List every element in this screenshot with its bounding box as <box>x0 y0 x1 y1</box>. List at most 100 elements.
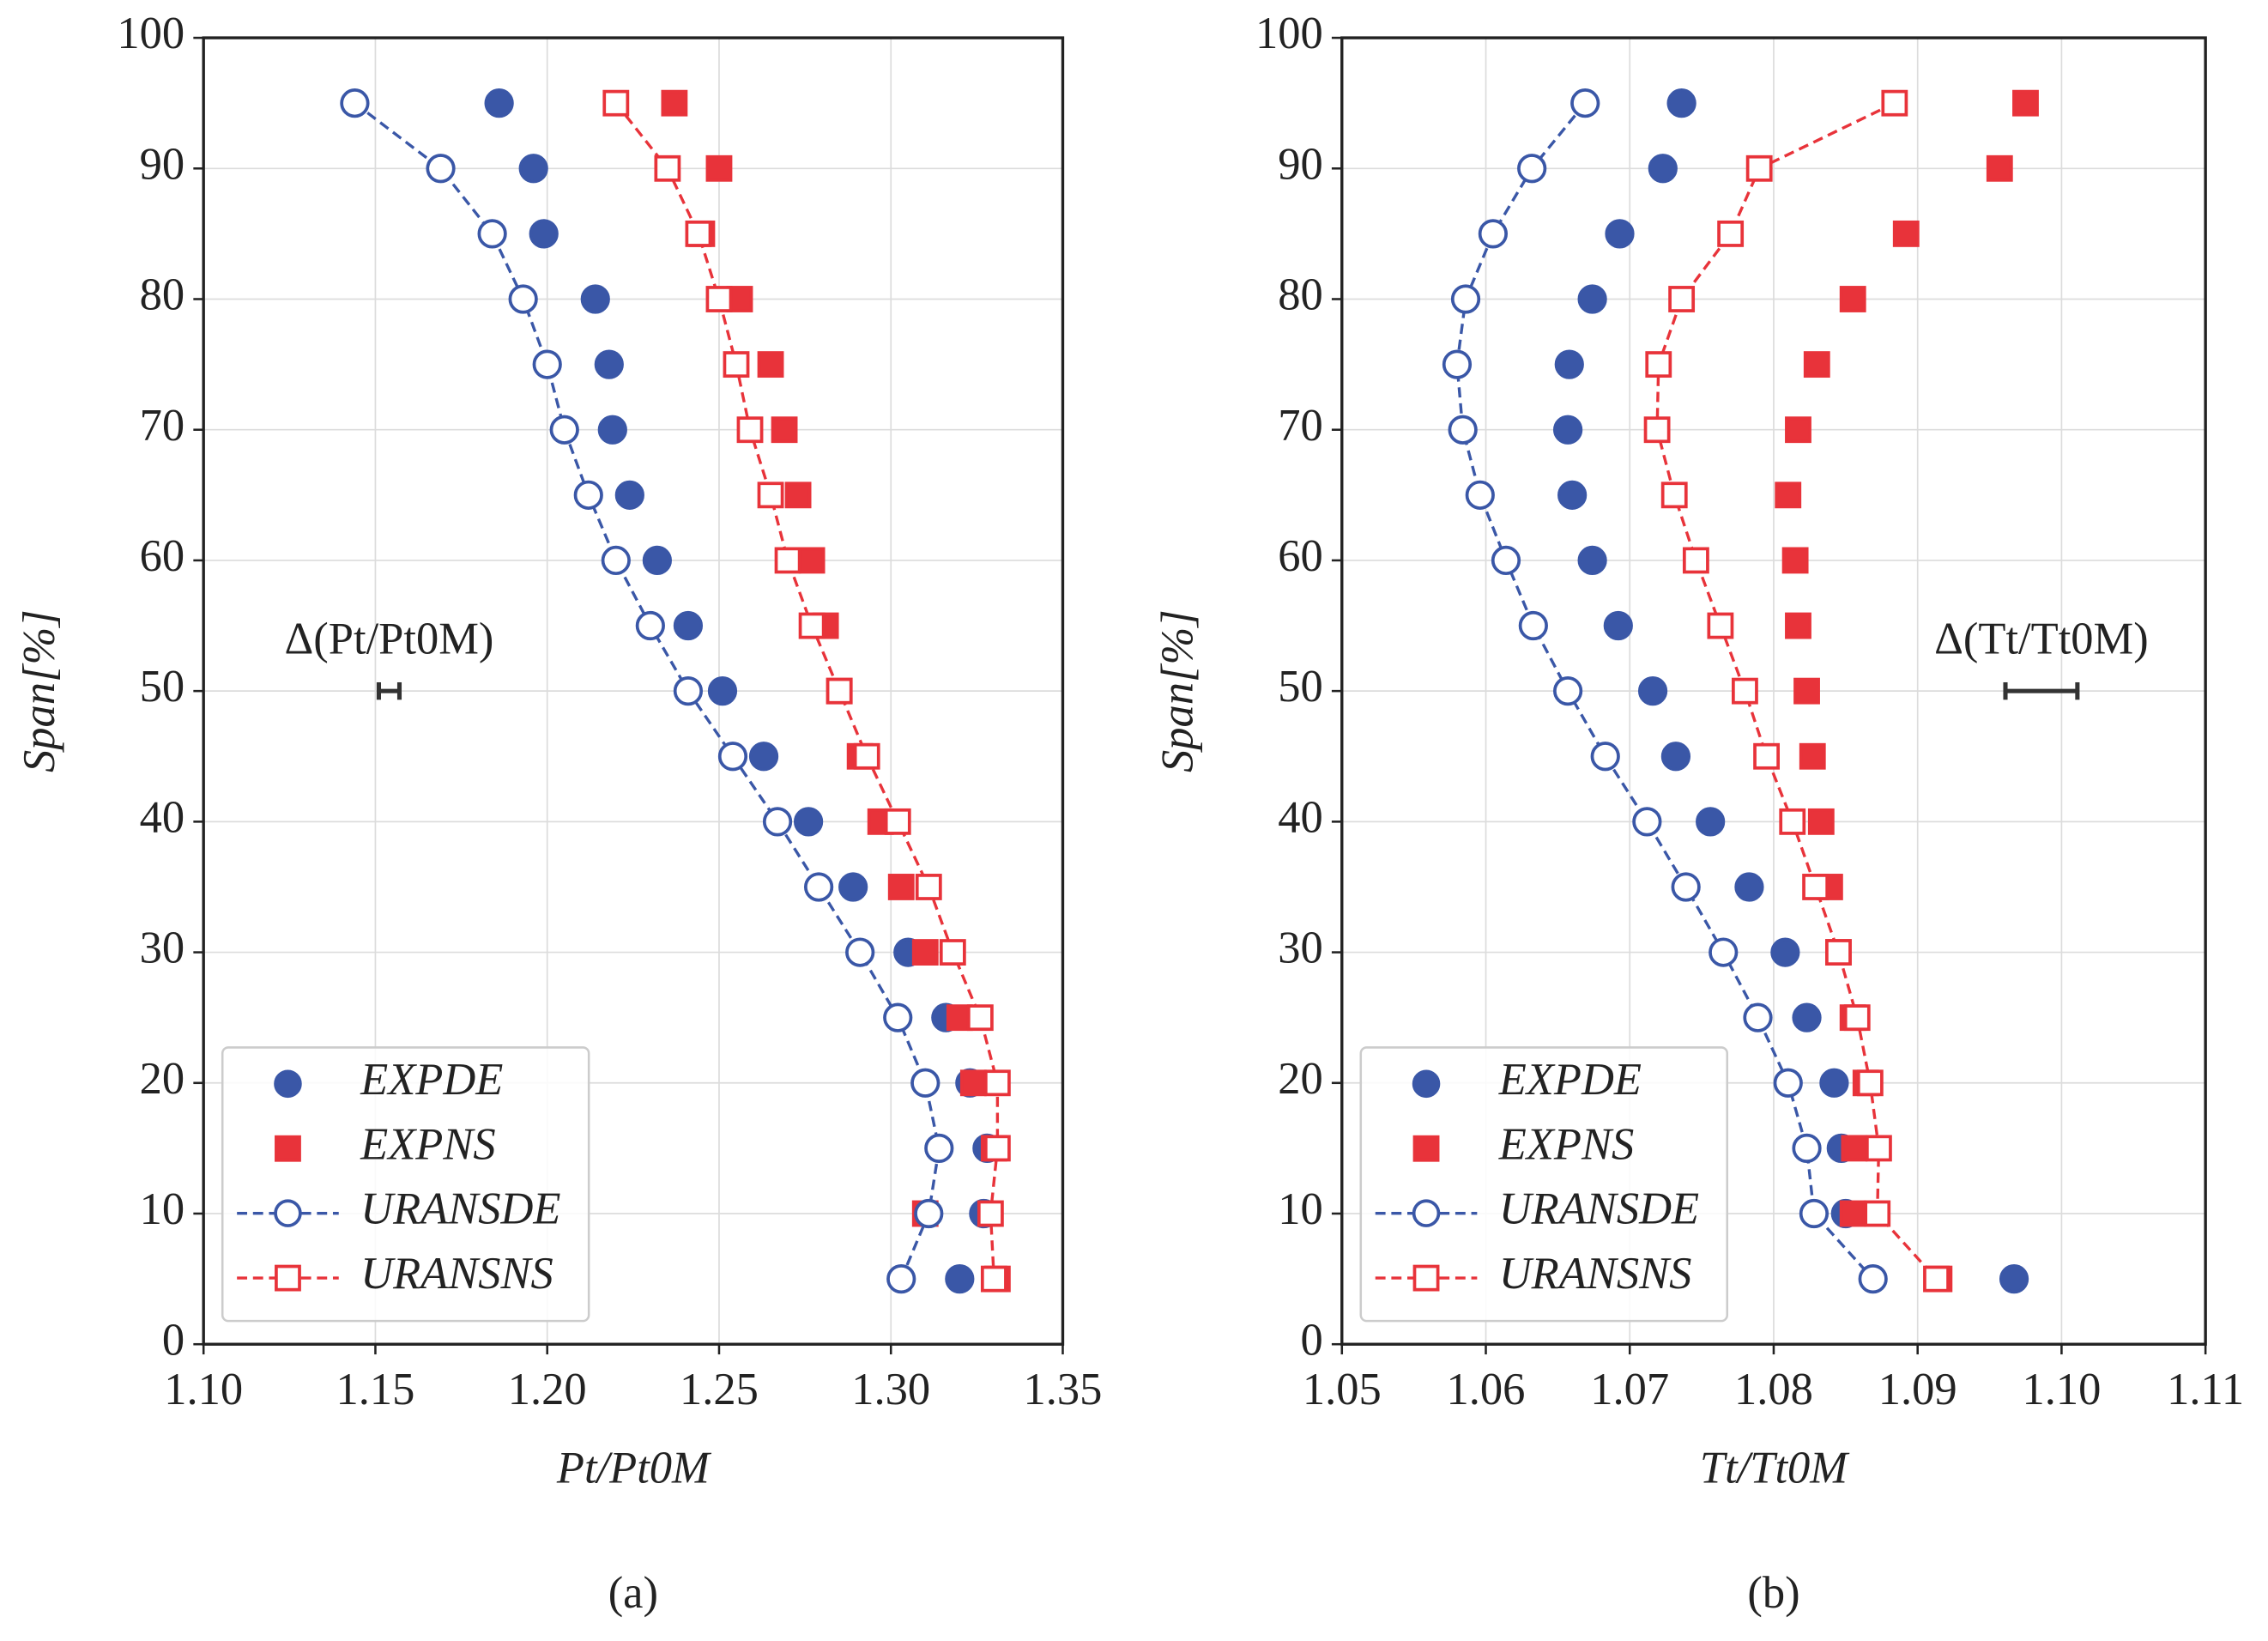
marker <box>1802 874 1830 900</box>
y-tick-label: 70 <box>140 401 185 451</box>
marker <box>886 1263 916 1294</box>
marker <box>1660 742 1691 772</box>
annotation: Δ(Tt/Tt0M) <box>1934 614 2149 663</box>
y-axis-label: Span[%] <box>1152 609 1202 772</box>
marker <box>1753 742 1780 770</box>
marker <box>642 545 672 576</box>
marker <box>826 677 853 705</box>
marker <box>1554 349 1584 379</box>
marker <box>1986 154 2013 182</box>
marker <box>1734 872 1764 902</box>
marker <box>1643 416 1671 444</box>
marker <box>1825 939 1852 966</box>
x-tick-label: 1.11 <box>2167 1365 2244 1414</box>
panel-label: (b) <box>1747 1568 1799 1618</box>
marker <box>518 154 548 184</box>
marker <box>1781 547 1809 574</box>
marker <box>723 351 750 378</box>
legend-marker <box>1412 1264 1440 1292</box>
legend-label: URANSDE <box>1499 1184 1699 1234</box>
marker <box>1448 415 1478 445</box>
marker <box>771 416 798 444</box>
marker <box>1717 220 1745 247</box>
y-tick-label: 60 <box>1278 531 1323 581</box>
marker <box>1839 286 1866 312</box>
marker <box>529 219 559 249</box>
marker <box>757 481 784 509</box>
marker <box>1442 349 1473 379</box>
marker <box>580 284 610 314</box>
marker <box>1637 676 1668 706</box>
marker <box>549 415 579 445</box>
y-tick-label: 80 <box>1278 270 1323 320</box>
y-tick-label: 40 <box>140 792 185 842</box>
legend-marker <box>275 1264 301 1292</box>
y-axis-label: Span[%] <box>15 609 64 772</box>
marker <box>1668 286 1696 312</box>
marker <box>1807 808 1835 835</box>
marker <box>1671 872 1701 902</box>
marker <box>853 742 880 770</box>
marker <box>1731 677 1758 705</box>
marker <box>1856 1069 1884 1097</box>
marker <box>1843 1004 1871 1032</box>
marker <box>1858 1263 1888 1294</box>
y-tick-label: 0 <box>1300 1315 1322 1365</box>
marker <box>654 154 681 182</box>
axes-frame <box>202 36 1065 1346</box>
y-tick-label: 90 <box>140 139 185 189</box>
marker <box>1743 1002 1773 1032</box>
marker <box>1793 677 1820 705</box>
x-tick-label: 1.05 <box>1303 1365 1382 1414</box>
y-tick-label: 100 <box>117 9 184 58</box>
marker <box>1923 1265 1950 1293</box>
marker <box>477 219 507 249</box>
marker <box>707 676 738 706</box>
marker <box>532 349 562 379</box>
marker <box>597 415 627 445</box>
marker <box>1570 88 1600 118</box>
y-tick-label: 100 <box>1255 9 1323 58</box>
marker <box>1491 545 1521 576</box>
x-tick-label: 1.06 <box>1447 1365 1526 1414</box>
annotation: Δ(Pt/Pt0M) <box>285 614 494 663</box>
legend-marker <box>1412 1199 1441 1227</box>
marker <box>426 154 456 184</box>
y-tick-label: 70 <box>1278 401 1323 451</box>
legend-label: EXPDE <box>360 1055 503 1105</box>
marker <box>1682 547 1709 574</box>
marker <box>915 874 942 900</box>
marker <box>980 1265 1007 1293</box>
axes-frame <box>1340 36 2207 1346</box>
y-tick-label: 60 <box>140 531 185 581</box>
x-tick-label: 1.15 <box>336 1365 415 1414</box>
marker <box>1819 1068 1849 1098</box>
marker <box>762 807 793 837</box>
legend-box <box>1359 1046 1729 1323</box>
marker <box>1577 545 1607 576</box>
marker <box>685 220 712 247</box>
marker <box>1590 742 1620 772</box>
marker <box>1775 481 1802 509</box>
marker <box>1841 1135 1868 1162</box>
marker <box>983 1069 1011 1097</box>
marker <box>1478 219 1509 249</box>
x-axis-label: Pt/Pt0M <box>556 1443 712 1493</box>
marker <box>705 154 733 182</box>
y-tick-label: 50 <box>1278 662 1323 712</box>
x-tick-label: 1.10 <box>164 1365 243 1414</box>
marker <box>1645 351 1672 378</box>
legend-label: URANSDE <box>360 1184 560 1234</box>
marker <box>717 742 748 772</box>
marker <box>1465 480 1495 510</box>
marker <box>774 547 801 574</box>
marker <box>914 1198 944 1229</box>
legend-marker <box>275 1135 301 1162</box>
marker <box>1803 351 1830 378</box>
marker <box>1785 612 1811 639</box>
marker <box>1605 219 1635 249</box>
y-tick-label: 10 <box>140 1184 185 1234</box>
marker <box>924 1133 954 1164</box>
marker <box>484 88 514 118</box>
